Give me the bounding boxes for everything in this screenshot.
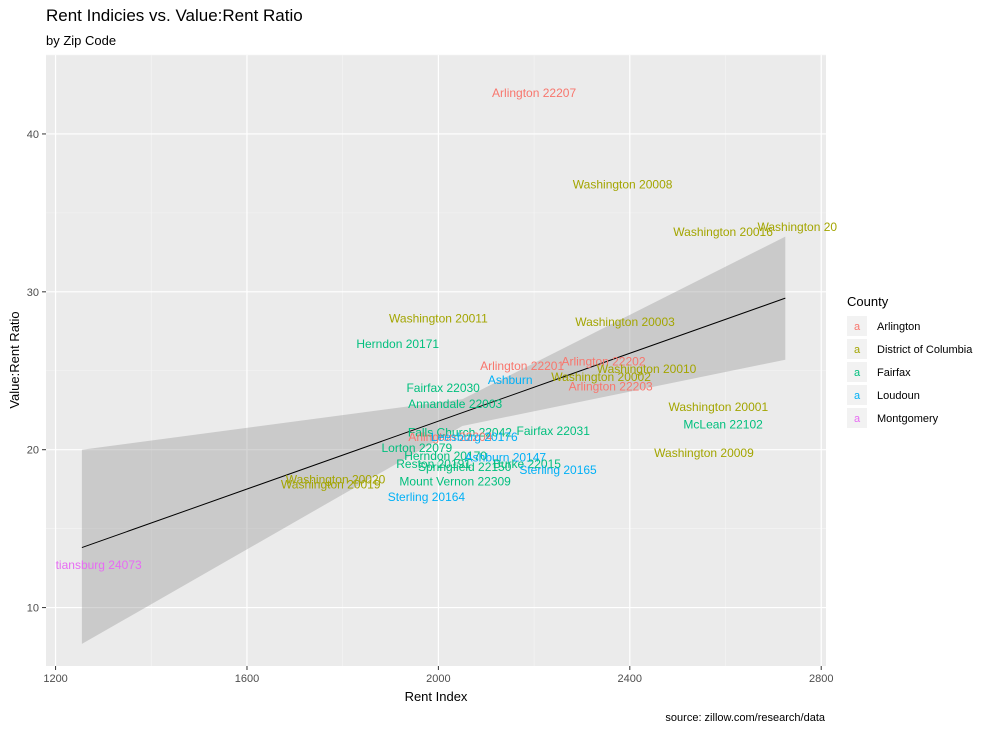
legend-label: Loudoun: [877, 390, 920, 402]
legend-key-glyph: a: [854, 367, 861, 379]
point-label: Washington 20002: [551, 370, 651, 384]
point-label: Mount Vernon 22309: [399, 474, 511, 488]
trend-line: [81, 297, 786, 549]
point-label: Sterling 20164: [388, 490, 466, 504]
chart-subtitle: by Zip Code: [46, 33, 116, 48]
x-tick-label: 1600: [235, 673, 259, 685]
legend-key: [847, 362, 867, 382]
legend-title: County: [847, 294, 889, 309]
point-label: Sterling 20165: [519, 463, 597, 477]
point-label: Lorton 22079: [381, 441, 452, 455]
grid-major: [46, 55, 826, 666]
point-label: Washington 20020: [286, 473, 386, 487]
legend-key: [847, 385, 867, 405]
y-axis-title: Value:Rent Ratio: [7, 311, 22, 408]
point-label: Leesburg 20176: [431, 430, 518, 444]
point-label: Washington 20008: [573, 177, 673, 191]
confidence-band: [81, 236, 786, 644]
point-label: Washington 20011: [389, 312, 488, 326]
point-label: tiansburg 24073: [56, 558, 142, 572]
point-label: Fairfax 22031: [517, 424, 591, 438]
point-label: Ashburn 20147: [465, 451, 547, 465]
point-label: Washington 20009: [654, 446, 754, 460]
x-tick-label: 2800: [809, 673, 833, 685]
plot-panel: [46, 55, 826, 666]
legend-key: [847, 316, 867, 336]
point-label: Washington 20016: [673, 225, 773, 239]
confidence-band-group: [81, 236, 786, 644]
y-tick-label: 40: [27, 129, 39, 141]
y-tick-label: 10: [27, 603, 39, 615]
legend-key-glyph: a: [854, 390, 861, 402]
legend: a Arlington a District of Columbia a Fairfax a…: [847, 316, 973, 428]
point-label: Springfield 22150: [418, 460, 512, 474]
legend-key: [847, 408, 867, 428]
y-axis-ticks: 10 20 30 40: [27, 129, 46, 615]
point-label: Herndon 20170: [404, 449, 487, 463]
point-label: Falls Church 22042: [408, 425, 512, 439]
legend-label: Arlington: [877, 321, 920, 333]
point-labels: Arlington 22207 Washington 20008 Washingto…: [56, 86, 838, 572]
point-label: Arlington 22204: [408, 430, 492, 444]
x-tick-label: 2000: [426, 673, 450, 685]
point-label: Washington 20001: [669, 400, 769, 414]
legend-label: Fairfax: [877, 367, 911, 379]
grid-minor: [46, 54, 826, 666]
point-label: Reston 20191: [396, 457, 471, 471]
x-tick-label: 1200: [43, 673, 67, 685]
point-label: Washington 20010: [597, 362, 697, 376]
point-label: Ashburn: [488, 373, 533, 387]
chart-caption: source: zillow.com/research/data: [665, 712, 825, 724]
chart-title: Rent Indicies vs. Value:Rent Ratio: [46, 6, 303, 25]
point-label: Washington 20: [757, 220, 837, 234]
point-label: Arlington 22203: [569, 380, 653, 394]
y-tick-label: 30: [27, 287, 39, 299]
legend-label: District of Columbia: [877, 344, 973, 356]
point-label: McLean 22102: [683, 417, 763, 431]
x-axis-title: Rent Index: [405, 689, 468, 704]
point-label: Arlington 22207: [492, 86, 576, 100]
point-label: Annandale 22003: [408, 397, 502, 411]
point-label: Washington 20019: [281, 477, 381, 491]
point-label: Washington 20003: [575, 315, 675, 329]
x-axis-ticks: 1200 1600 2000 2400 2800: [43, 666, 833, 685]
point-label: Arlington 22201: [480, 359, 564, 373]
point-label: Fairfax 22030: [406, 381, 480, 395]
x-tick-label: 2400: [618, 673, 642, 685]
legend-key-glyph: a: [854, 321, 861, 333]
y-tick-label: 20: [27, 445, 39, 457]
trend-line-group: [81, 297, 786, 549]
legend-label: Montgomery: [877, 413, 939, 425]
legend-key-glyph: a: [854, 413, 861, 425]
point-label: Burke 22015: [493, 457, 561, 471]
point-label: Herndon 20171: [356, 337, 439, 351]
legend-key: [847, 339, 867, 359]
point-label: Arlington 22202: [561, 354, 645, 368]
legend-key-glyph: a: [854, 344, 861, 356]
